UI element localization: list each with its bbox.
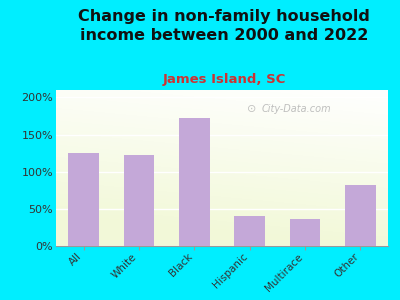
Text: City-Data.com: City-Data.com — [262, 104, 332, 114]
Text: Change in non-family household
income between 2000 and 2022: Change in non-family household income be… — [78, 9, 370, 43]
Text: James Island, SC: James Island, SC — [162, 74, 286, 86]
Bar — [234, 216, 265, 246]
Bar — [124, 155, 154, 246]
Bar — [179, 118, 210, 246]
Text: ⊙: ⊙ — [247, 104, 256, 114]
Bar — [345, 185, 376, 246]
Bar — [68, 153, 99, 246]
Bar — [290, 219, 320, 246]
